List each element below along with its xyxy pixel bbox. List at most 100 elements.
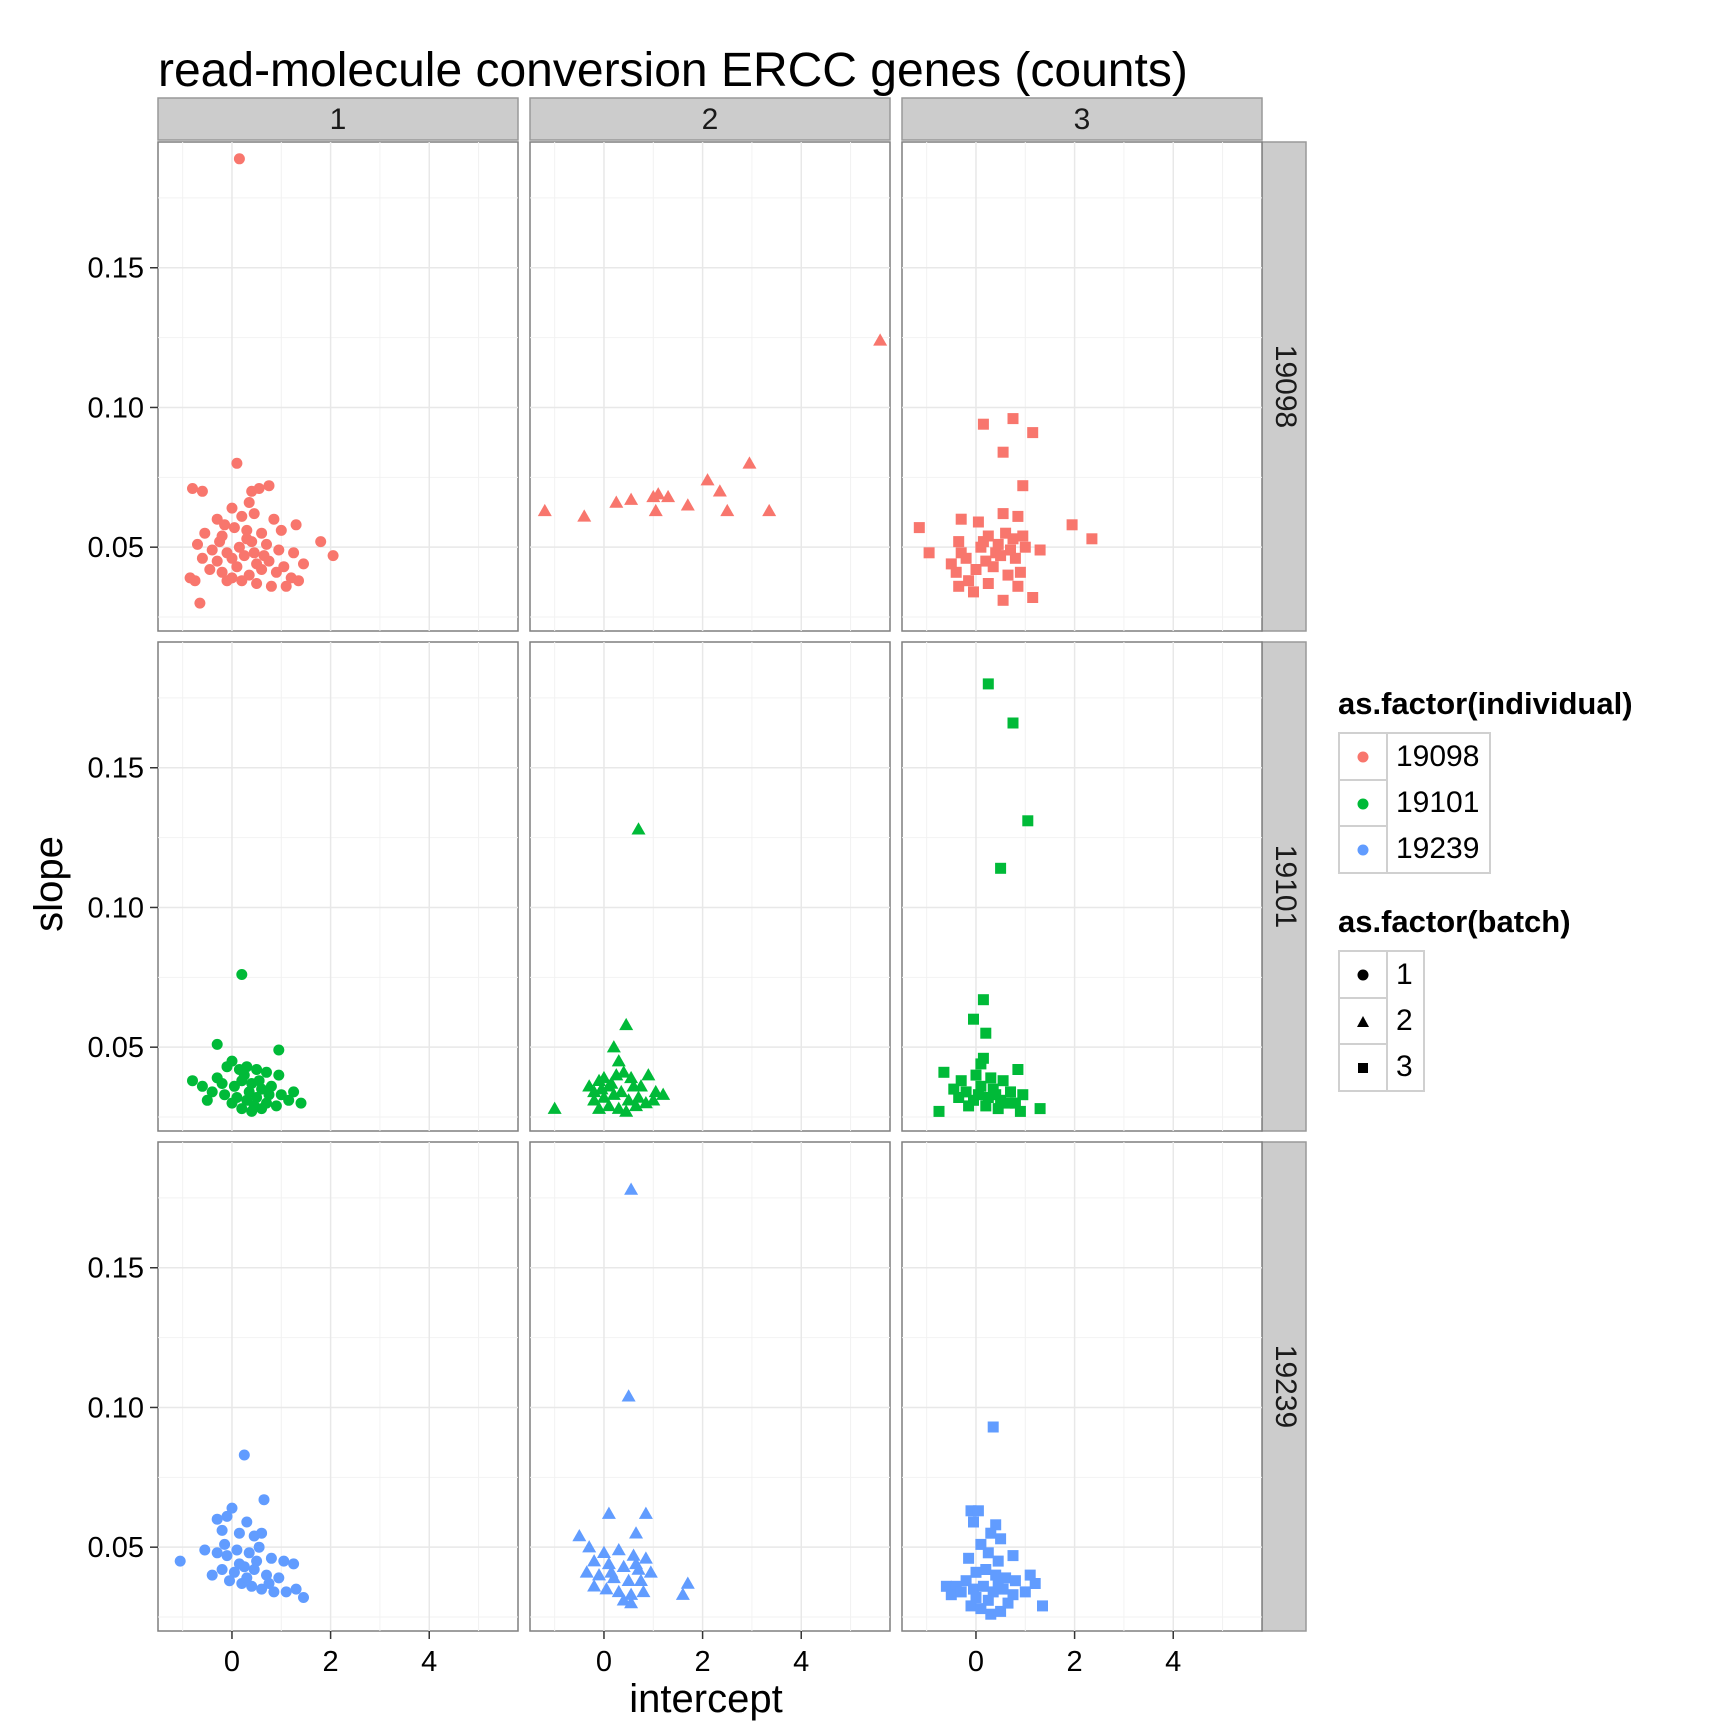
data-point — [616, 1593, 631, 1606]
data-point — [1012, 1064, 1024, 1075]
data-point — [1066, 519, 1078, 531]
data-point — [1007, 717, 1019, 729]
legend-label-19101: 19101 — [1396, 786, 1480, 819]
data-point — [221, 1550, 233, 1562]
legend-individual-title: as.factor(individual) — [1338, 686, 1633, 721]
data-point — [273, 1572, 285, 1584]
legend-item-19098: 19098 — [1340, 734, 1489, 780]
data-point — [315, 536, 327, 548]
data-point — [219, 1089, 231, 1101]
data-point — [762, 503, 777, 517]
y-tick-label: 0.10 — [88, 392, 144, 424]
data-point — [187, 483, 198, 494]
data-point — [997, 446, 1009, 458]
data-point — [950, 566, 962, 578]
data-point — [1019, 541, 1031, 553]
data-point — [1017, 1089, 1029, 1101]
data-point — [216, 566, 228, 578]
data-point — [992, 1578, 1004, 1589]
data-point — [241, 1516, 253, 1528]
data-point — [960, 1086, 972, 1098]
data-point — [972, 516, 984, 528]
data-point — [873, 333, 888, 346]
data-point — [975, 1058, 987, 1070]
data-point — [995, 550, 1007, 562]
data-point — [977, 536, 989, 548]
panel-19098-batch-2 — [529, 141, 891, 632]
data-point — [972, 1089, 984, 1101]
data-point — [579, 1565, 594, 1578]
y-tick-label: 0.05 — [88, 1532, 144, 1564]
panel-background — [901, 1141, 1263, 1632]
data-point — [611, 1584, 626, 1598]
data-point — [1037, 1600, 1048, 1612]
data-point — [248, 508, 260, 520]
data-point — [226, 552, 238, 564]
data-point — [970, 1566, 982, 1578]
data-point — [970, 1069, 982, 1081]
data-point — [288, 1086, 300, 1098]
data-point — [268, 513, 280, 525]
data-point — [995, 862, 1007, 874]
data-point — [224, 1575, 235, 1587]
data-point — [985, 1527, 997, 1539]
data-point — [977, 1052, 989, 1064]
row-strip-19101: 19101 — [1261, 641, 1307, 1132]
data-point — [265, 580, 277, 592]
data-point — [288, 1558, 300, 1570]
data-point — [968, 1583, 979, 1595]
data-point — [606, 1040, 621, 1053]
row-strip-bg — [1261, 141, 1307, 632]
data-point — [226, 572, 238, 584]
data-point — [211, 555, 223, 567]
data-point — [982, 530, 994, 542]
legend-label-batch-3: 3 — [1396, 1050, 1413, 1083]
data-point — [980, 1100, 992, 1112]
x-tick-label: 4 — [1165, 1646, 1181, 1678]
data-point — [940, 1580, 952, 1592]
legend-key-19239 — [1340, 825, 1388, 873]
data-point — [636, 1584, 651, 1598]
y-tick-label: 0.15 — [88, 253, 144, 285]
data-point — [700, 473, 715, 486]
data-point — [219, 519, 231, 531]
legend-label-batch-1: 1 — [1396, 958, 1413, 991]
data-point — [680, 498, 695, 511]
data-point — [997, 1583, 1009, 1595]
data-point — [258, 1494, 270, 1506]
panel-19098-batch-3 — [901, 141, 1263, 632]
data-point — [980, 1564, 992, 1575]
data-point — [211, 1038, 223, 1050]
data-point — [1002, 569, 1014, 581]
data-point — [1027, 592, 1039, 603]
y-axis-label: slope — [27, 836, 71, 932]
panel-19098-batch-1 — [157, 141, 519, 632]
data-point — [1027, 427, 1039, 439]
data-point — [972, 1505, 984, 1517]
data-point — [196, 485, 208, 497]
data-point — [233, 541, 245, 553]
legend-key-19098 — [1340, 734, 1388, 780]
data-point — [226, 502, 238, 514]
data-point — [992, 538, 1004, 550]
data-point — [624, 1182, 639, 1195]
data-point — [211, 1513, 223, 1525]
data-point — [577, 509, 592, 522]
data-point — [968, 1013, 979, 1025]
data-point — [174, 1555, 186, 1567]
data-point — [243, 497, 255, 508]
data-point — [923, 547, 935, 559]
data-point — [1002, 1597, 1014, 1609]
data-point — [1007, 1550, 1019, 1562]
data-point — [646, 1093, 661, 1106]
data-point — [196, 1080, 208, 1092]
row-strip-label: 19239 — [1269, 1345, 1302, 1428]
data-point — [601, 1556, 616, 1570]
data-point — [270, 566, 282, 578]
x-tick-label: 4 — [421, 1646, 437, 1678]
data-point — [231, 457, 243, 469]
data-point — [629, 1556, 644, 1570]
data-point — [661, 489, 676, 503]
data-point — [1086, 533, 1098, 545]
data-point — [251, 578, 263, 589]
